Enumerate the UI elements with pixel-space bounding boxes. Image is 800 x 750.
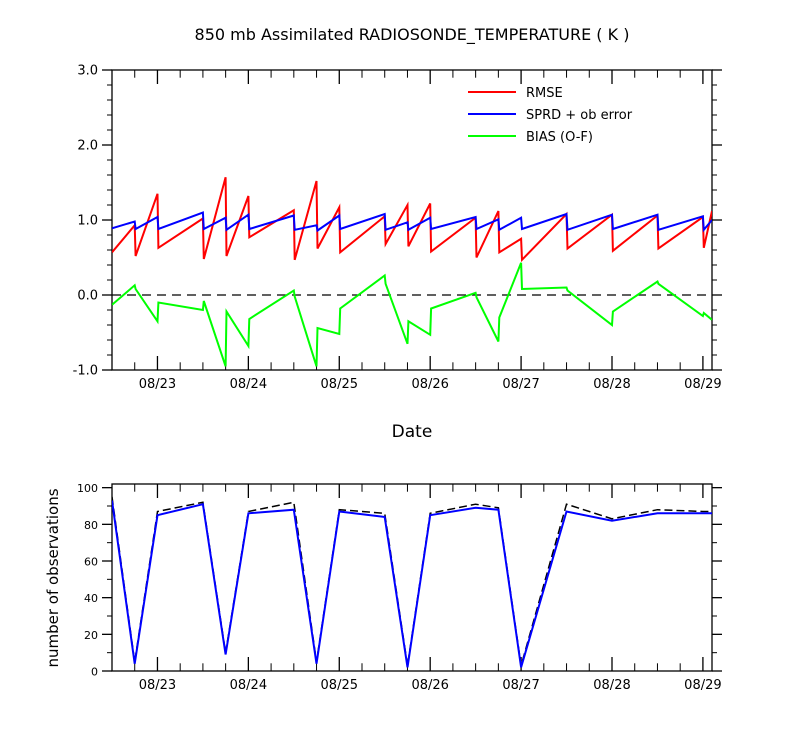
x-tick-label: 08/23 (139, 377, 176, 392)
series-line-sprd-ob-error (112, 211, 712, 233)
y-tick-label: 2.0 (77, 139, 98, 154)
rmse-spread-bias-plot: 08/23 08/24 08/25 08/26 08/27 08/28 08/29 -1.0 0… (73, 64, 722, 392)
y-tick-label: 1.0 (77, 214, 98, 229)
plot-frame (111, 483, 713, 672)
x-tick-label: 08/27 (502, 377, 539, 392)
x-tick-label: 08/29 (684, 377, 721, 392)
observation-count-plot: 08/23 08/24 08/25 08/26 08/27 08/28 08/29 0 20 40… (77, 482, 722, 693)
y-tick-label: 60 (84, 556, 98, 569)
x-tick-label: 08/25 (321, 678, 358, 693)
x-tick-label: 08/28 (593, 678, 630, 693)
x-tick-label: 08/29 (684, 678, 721, 693)
x-tick-label: 08/26 (411, 678, 448, 693)
top-x-axis-label: Date (392, 422, 433, 442)
y-tick-label: 20 (84, 629, 98, 642)
y-tick-label: 0.0 (77, 289, 98, 304)
x-tick-label: 08/26 (411, 377, 448, 392)
chart-title: 850 mb Assimilated RADIOSONDE_TEMPERATUR… (195, 25, 630, 45)
y-tick-label: 100 (77, 482, 98, 495)
y-tick-label: 3.0 (77, 64, 98, 79)
series-line-assimilated-observations (112, 500, 712, 668)
y-tick-label: 80 (84, 519, 98, 532)
legend-label: SPRD + ob error (526, 108, 633, 123)
series-line-bias-o-f (112, 262, 712, 367)
x-tick-label: 08/24 (230, 678, 267, 693)
bottom-y-axis-label: number of observations (44, 488, 62, 667)
y-tick-label: 40 (84, 592, 98, 605)
x-tick-label: 08/24 (230, 377, 267, 392)
y-tick-label: 0 (91, 666, 98, 679)
legend-label: BIAS (O-F) (526, 130, 593, 145)
x-tick-label: 08/23 (139, 678, 176, 693)
x-tick-label: 08/25 (321, 377, 358, 392)
y-tick-label: -1.0 (73, 364, 98, 379)
x-tick-label: 08/27 (502, 678, 539, 693)
legend-label: RMSE (526, 86, 563, 101)
x-tick-label: 08/28 (593, 377, 630, 392)
series-line-rmse (112, 176, 712, 263)
